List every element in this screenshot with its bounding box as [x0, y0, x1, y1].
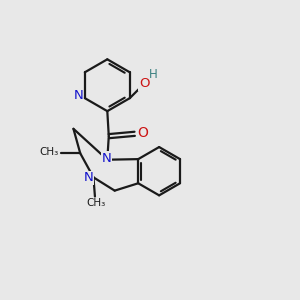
Text: H: H — [149, 68, 158, 81]
Text: N: N — [83, 172, 93, 184]
Text: CH₃: CH₃ — [86, 198, 105, 208]
Text: O: O — [139, 77, 149, 90]
Text: O: O — [137, 126, 148, 140]
Text: N: N — [74, 89, 84, 102]
Text: N: N — [101, 152, 111, 165]
Text: CH₃: CH₃ — [40, 147, 59, 157]
